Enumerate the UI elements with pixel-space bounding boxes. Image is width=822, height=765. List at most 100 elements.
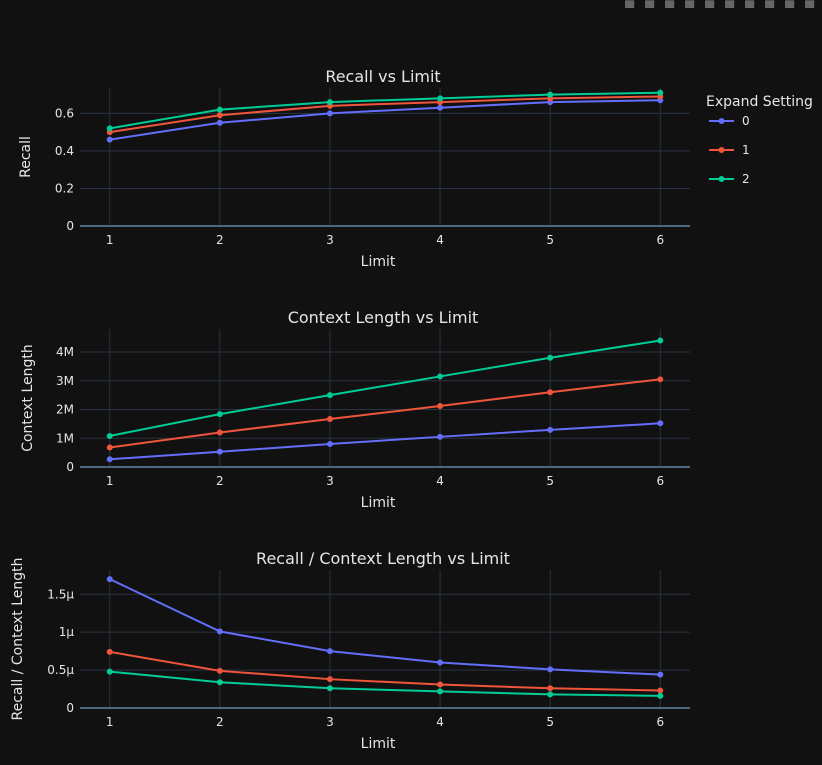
- data-point[interactable]: [326, 392, 333, 399]
- series-line[interactable]: [109, 339, 661, 437]
- data-point[interactable]: [547, 389, 554, 396]
- legend-item-1[interactable]: 1: [709, 143, 750, 157]
- y-tick-label: 0.6: [55, 106, 74, 120]
- data-point[interactable]: [216, 429, 223, 436]
- data-point[interactable]: [437, 104, 444, 111]
- autoscale-icon[interactable]: ■: [764, 0, 776, 8]
- data-point[interactable]: [547, 426, 554, 433]
- x-tick-label: 3: [326, 715, 334, 729]
- lasso-icon[interactable]: ■: [704, 0, 716, 8]
- x-tick-label: 4: [436, 715, 444, 729]
- series-line[interactable]: [109, 99, 661, 141]
- data-point[interactable]: [326, 441, 333, 447]
- data-point[interactable]: [106, 432, 113, 439]
- x-tick-label: 4: [436, 474, 444, 488]
- data-point[interactable]: [326, 685, 333, 692]
- series-1[interactable]: [106, 376, 664, 451]
- data-point[interactable]: [216, 667, 223, 674]
- data-point[interactable]: [657, 420, 664, 427]
- x-tick-label: 2: [216, 474, 224, 488]
- data-point[interactable]: [216, 112, 223, 119]
- x-axis-label: Limit: [361, 736, 396, 752]
- x-tick-label: 2: [216, 715, 224, 729]
- series-line[interactable]: [109, 422, 661, 461]
- legend-swatch-marker: [718, 147, 725, 153]
- data-point[interactable]: [547, 91, 554, 98]
- series-0[interactable]: [106, 420, 664, 463]
- x-tick-label: 5: [546, 715, 554, 729]
- zoom-out-icon[interactable]: ■: [744, 0, 756, 8]
- y-tick-label: 2M: [56, 403, 74, 417]
- series-0[interactable]: [106, 576, 664, 678]
- data-point[interactable]: [216, 119, 223, 126]
- data-point[interactable]: [547, 666, 554, 673]
- subplot-1: 0 0.2 0.4 0.6 1 2 3 4 5 6 Recall vs Limit Limit Reca…: [18, 67, 690, 270]
- data-point[interactable]: [106, 456, 113, 463]
- x-tick-label: 4: [436, 233, 444, 247]
- data-point[interactable]: [106, 444, 113, 451]
- data-point[interactable]: [437, 659, 444, 666]
- data-point[interactable]: [326, 676, 333, 683]
- zoom-icon[interactable]: ■: [644, 0, 656, 8]
- series-line[interactable]: [109, 650, 661, 692]
- data-point[interactable]: [216, 448, 223, 455]
- home-icon[interactable]: ■: [784, 0, 796, 8]
- data-point[interactable]: [437, 403, 444, 410]
- data-point[interactable]: [106, 648, 113, 655]
- legend-item-0[interactable]: 0: [709, 114, 750, 128]
- series-line[interactable]: [109, 91, 661, 130]
- data-point[interactable]: [106, 125, 113, 132]
- legend-label: 0: [742, 114, 750, 128]
- data-point[interactable]: [547, 354, 554, 361]
- data-point[interactable]: [216, 106, 223, 113]
- box-select-icon[interactable]: ■: [684, 0, 696, 8]
- series-2[interactable]: [106, 668, 664, 699]
- data-point[interactable]: [657, 337, 664, 344]
- data-point[interactable]: [437, 95, 444, 102]
- plotly-logo-icon[interactable]: ■: [804, 0, 816, 8]
- data-point[interactable]: [657, 671, 664, 678]
- data-point[interactable]: [216, 628, 223, 635]
- legend-item-2[interactable]: 2: [709, 172, 750, 186]
- legend-swatch-marker: [718, 118, 725, 124]
- series-line[interactable]: [109, 670, 661, 697]
- series-line[interactable]: [109, 95, 661, 134]
- y-tick-label: 0: [66, 701, 74, 715]
- data-point[interactable]: [437, 373, 444, 380]
- data-point[interactable]: [547, 691, 554, 698]
- pan-icon[interactable]: ■: [664, 0, 676, 8]
- data-point[interactable]: [547, 685, 554, 692]
- data-point[interactable]: [326, 99, 333, 106]
- legend[interactable]: Expand Setting 0 1 2: [706, 94, 813, 186]
- series-line[interactable]: [109, 378, 661, 449]
- series-line[interactable]: [109, 578, 661, 676]
- legend-entries[interactable]: 0 1 2: [709, 114, 750, 186]
- data-point[interactable]: [326, 415, 333, 422]
- data-point[interactable]: [326, 110, 333, 117]
- camera-icon[interactable]: ■: [624, 0, 636, 8]
- zoom-in-icon[interactable]: ■: [724, 0, 736, 8]
- data-point[interactable]: [437, 688, 444, 695]
- data-point[interactable]: [216, 411, 223, 418]
- data-point[interactable]: [437, 681, 444, 688]
- data-point[interactable]: [657, 89, 664, 96]
- x-axis-label: Limit: [361, 254, 396, 270]
- data-point[interactable]: [657, 692, 664, 699]
- data-point[interactable]: [437, 433, 444, 440]
- y-tick-label: 0.5μ: [47, 663, 74, 677]
- data-point[interactable]: [216, 679, 223, 686]
- data-point[interactable]: [106, 668, 113, 675]
- data-point[interactable]: [657, 376, 664, 383]
- x-tick-label: 1: [106, 715, 114, 729]
- series-2[interactable]: [106, 337, 664, 439]
- data-point[interactable]: [326, 648, 333, 655]
- subplot-3: 0 0.5μ 1μ 1.5μ 1 2 3 4 5 6 Recall / Context Length…: [10, 549, 690, 752]
- x-tick-label: 3: [326, 474, 334, 488]
- series-1[interactable]: [106, 648, 664, 694]
- data-point[interactable]: [106, 136, 113, 143]
- x-tick-label: 6: [656, 233, 664, 247]
- data-point[interactable]: [106, 576, 113, 583]
- data-point[interactable]: [657, 687, 664, 694]
- series-2[interactable]: [106, 89, 664, 132]
